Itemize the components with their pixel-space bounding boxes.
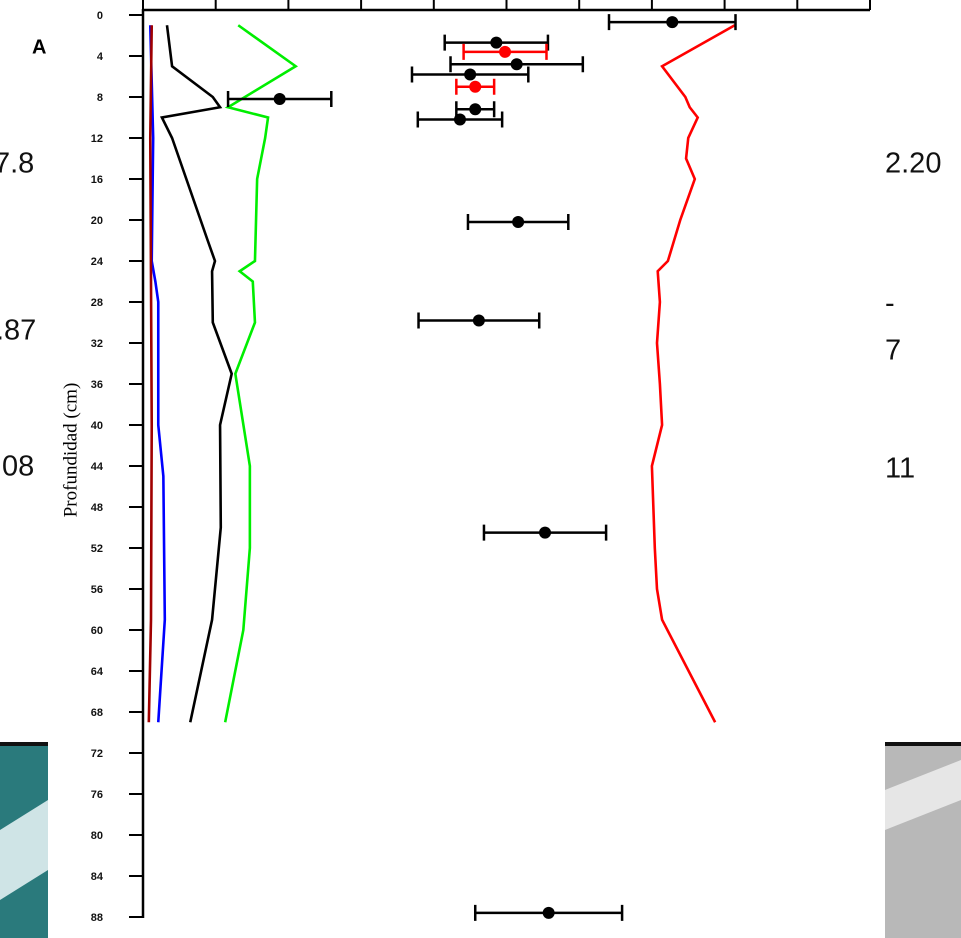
bg-text: 2.20 — [885, 148, 941, 180]
y-tick-label: 32 — [91, 338, 103, 350]
data-point — [469, 81, 481, 93]
data-point — [512, 216, 524, 228]
y-tick-label: 8 — [97, 92, 103, 104]
y-axis-title: Profundidad (cm) — [60, 383, 81, 518]
screenshot: 7.8 .87 .08 A 2.20 - 7 11 Profundidad (c… — [0, 0, 961, 938]
data-point — [473, 314, 485, 326]
data-point — [464, 68, 476, 80]
y-tick-label: 28 — [91, 297, 103, 309]
y-tick-label: 64 — [91, 666, 104, 678]
y-tick-label: 12 — [91, 133, 103, 145]
data-point — [274, 93, 286, 105]
data-point — [666, 16, 678, 28]
bg-text: 11 — [885, 453, 915, 485]
panel-label: A — [32, 36, 46, 58]
y-tick-label: 56 — [91, 584, 103, 596]
data-point — [543, 907, 555, 919]
y-tick-label: 44 — [91, 461, 104, 473]
y-tick-label: 16 — [91, 174, 103, 186]
bg-text: .87 — [0, 315, 36, 347]
y-tick-label: 84 — [91, 871, 104, 883]
bg-text: .08 — [0, 451, 34, 483]
right-image-bar — [885, 742, 961, 746]
data-point — [490, 37, 502, 49]
bg-text: 7 — [885, 335, 901, 367]
y-tick-label: 20 — [91, 215, 103, 227]
y-tick-label: 76 — [91, 789, 103, 801]
bg-text: 7.8 — [0, 148, 34, 180]
left-image-bar — [0, 742, 48, 746]
y-tick-label: 68 — [91, 707, 103, 719]
y-tick-label: 60 — [91, 625, 103, 637]
y-tick-label: 0 — [97, 10, 103, 22]
y-tick-label: 40 — [91, 420, 103, 432]
data-point — [539, 527, 551, 539]
y-tick-label: 88 — [91, 912, 103, 924]
bg-text: - — [885, 288, 895, 320]
y-tick-label: 4 — [97, 51, 104, 63]
y-tick-label: 24 — [91, 256, 104, 268]
data-point — [511, 58, 523, 70]
y-tick-label: 72 — [91, 748, 103, 760]
data-point — [499, 46, 511, 58]
y-tick-label: 48 — [91, 502, 103, 514]
y-tick-label: 52 — [91, 543, 103, 555]
data-point — [454, 114, 466, 126]
y-tick-label: 36 — [91, 379, 103, 391]
y-tick-label: 80 — [91, 830, 103, 842]
data-point — [469, 103, 481, 115]
